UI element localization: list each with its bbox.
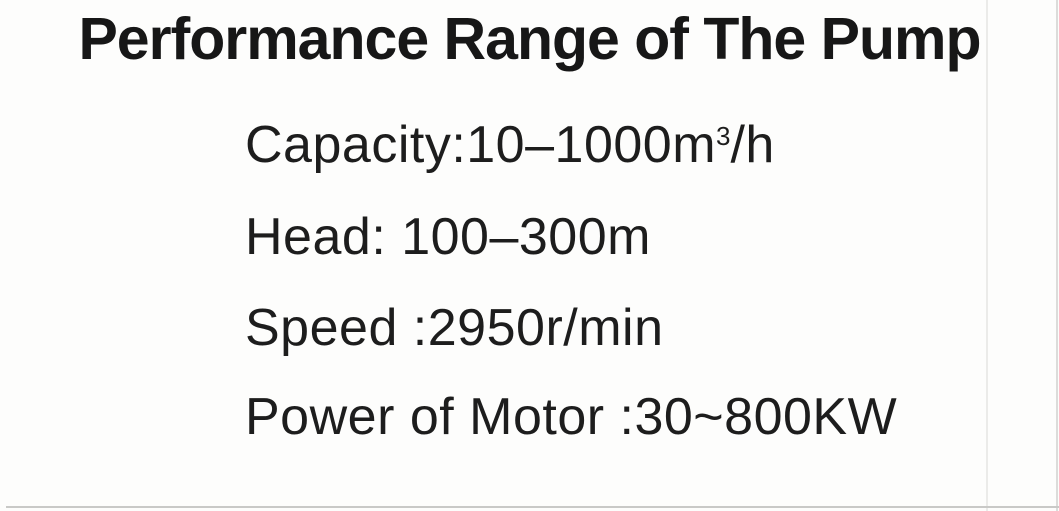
- scan-artifact-bottom-line: [6, 506, 1059, 508]
- scan-artifact-right-edge-line: [1056, 0, 1058, 511]
- spec-text: Power of Motor :30~800KW: [245, 388, 898, 446]
- superscript-cubed: 3: [716, 121, 731, 152]
- spec-line-power: Power of Motor :30~800KW: [245, 391, 897, 443]
- spec-line-capacity: Capacity:10–1000m3/h: [245, 119, 775, 171]
- spec-line-head: Head: 100–300m: [245, 211, 651, 263]
- spec-unit-text: /h: [730, 116, 775, 174]
- page-title: Performance Range of The Pump: [78, 6, 981, 72]
- spec-line-speed: Speed :2950r/min: [245, 302, 664, 354]
- spec-text: Head: 100–300m: [245, 208, 651, 266]
- spec-text: Speed :2950r/min: [245, 299, 664, 357]
- scan-artifact-vertical-line: [986, 0, 988, 511]
- spec-text: Capacity:10–1000m: [245, 116, 717, 174]
